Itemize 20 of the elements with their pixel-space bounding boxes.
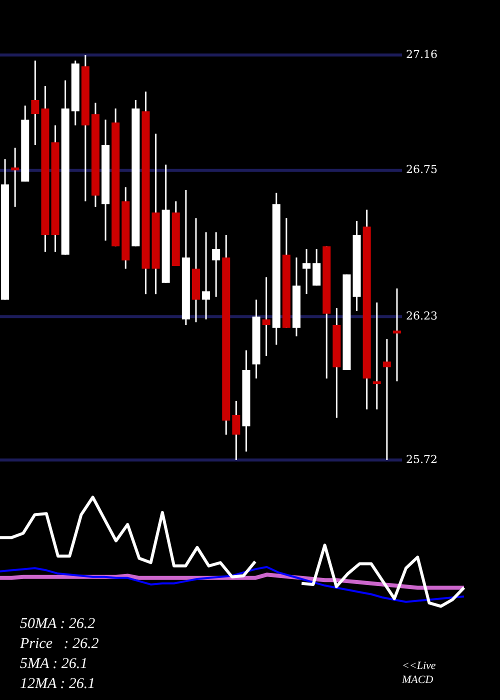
y-tick-label: 25.72 (406, 452, 438, 466)
text: 5MA : 26.1 (20, 656, 88, 672)
y-tick-label: 26.75 (406, 163, 438, 176)
text: MACD (401, 674, 434, 686)
candlestick (382, 338, 391, 461)
text: 12MA : 26.1 (20, 676, 96, 692)
candlestick (392, 288, 401, 382)
candlestick (202, 231, 210, 320)
text: <<Live (402, 660, 436, 672)
y-tick-label: 27.16 (406, 48, 438, 61)
candlestick (11, 147, 20, 208)
text: 50MA : 26.2 (20, 616, 96, 632)
y-tick-label: 26.23 (406, 309, 438, 322)
text: Price : 26.2 (19, 636, 100, 652)
candlestick (302, 248, 311, 295)
candlestick (212, 231, 220, 298)
candlestick (262, 276, 270, 357)
candlestick (232, 400, 240, 461)
candlestick (312, 248, 321, 286)
candlestick (31, 60, 40, 146)
